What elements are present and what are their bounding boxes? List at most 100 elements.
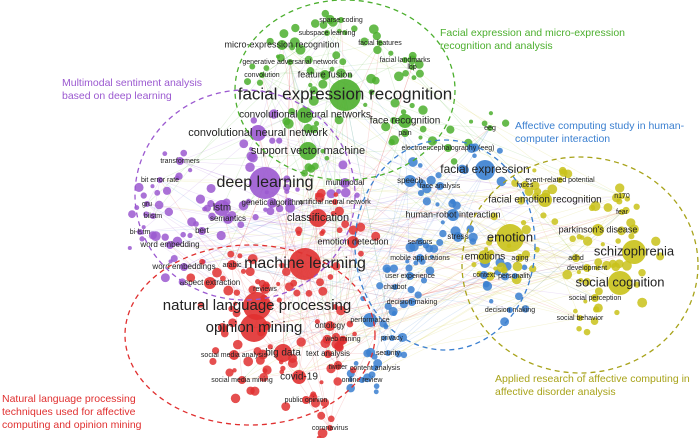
node: [516, 254, 524, 262]
node-dot: [629, 224, 639, 234]
node-dot: [220, 329, 229, 338]
node-dot: [295, 44, 306, 55]
node-dot: [246, 151, 257, 161]
node: [557, 177, 563, 183]
node-dot: [407, 55, 417, 65]
edge: [411, 274, 485, 303]
node-dot: [296, 337, 306, 347]
edge: [241, 366, 339, 381]
node-dot: [327, 415, 335, 423]
edge: [544, 195, 623, 201]
node-dot: [266, 37, 274, 46]
node-dot: [471, 261, 477, 268]
node-label: facial features: [358, 40, 402, 47]
edge: [334, 201, 599, 231]
node: [389, 335, 395, 341]
node: [398, 114, 412, 128]
node-dot: [316, 188, 326, 198]
node-label: web mining: [324, 336, 361, 343]
edge: [298, 217, 319, 378]
node-label: convolutional neural network: [188, 127, 328, 139]
node-label: transformers: [160, 158, 200, 165]
node-dot: [600, 242, 605, 247]
node: [227, 260, 237, 270]
edge: [261, 74, 309, 152]
node: [408, 298, 416, 306]
node-dot: [517, 196, 526, 205]
node-dot: [559, 168, 568, 177]
edge: [257, 132, 635, 253]
node-dot: [611, 262, 621, 272]
node-dot: [319, 230, 325, 236]
node-dot: [172, 236, 183, 247]
node: [377, 40, 383, 46]
node-label: facial expression: [440, 162, 529, 176]
node-dot: [583, 299, 588, 304]
node-dot: [638, 269, 646, 277]
edge: [524, 184, 581, 319]
node-dot: [399, 300, 408, 309]
node-dot: [295, 226, 303, 234]
node-dot: [435, 202, 440, 207]
cluster-outline: [134, 89, 356, 301]
edge: [379, 42, 406, 122]
node: [287, 59, 293, 65]
node-dot: [562, 269, 573, 280]
node-dot: [253, 347, 262, 356]
edge: [271, 202, 486, 258]
node-dot: [317, 411, 326, 420]
node-dot: [313, 121, 320, 127]
node-dot: [161, 233, 169, 241]
node-dot: [208, 212, 216, 221]
node-dot: [233, 301, 238, 306]
node-label: twitter: [329, 364, 348, 371]
node-dot: [187, 168, 193, 173]
node-label: social media analysis: [201, 352, 268, 359]
node-dot: [489, 236, 494, 241]
node-label: support vector machine: [251, 145, 365, 157]
node-label: gru: [142, 201, 152, 208]
node-dot: [389, 264, 398, 273]
edge: [419, 185, 441, 243]
edge: [253, 275, 516, 329]
node-dot: [425, 266, 435, 276]
node-label: emotion: [487, 229, 533, 244]
node-dot: [180, 149, 188, 157]
edge: [281, 44, 339, 368]
node-dot: [440, 220, 445, 225]
node-dot: [252, 214, 259, 221]
node-dot: [590, 317, 599, 325]
node-label: emotions: [465, 252, 506, 263]
node-dot: [614, 309, 620, 316]
node-dot: [332, 51, 341, 60]
node: [243, 292, 271, 320]
node-dot: [579, 235, 585, 240]
node-dot: [308, 82, 313, 88]
node: [249, 167, 281, 199]
node-dot: [452, 201, 461, 210]
node: [347, 236, 359, 248]
node-dot: [304, 163, 313, 172]
node-dot: [175, 172, 183, 180]
node-dot: [162, 151, 168, 157]
edge: [253, 211, 623, 329]
node-label: eeg: [484, 125, 496, 132]
node-dot: [429, 244, 439, 253]
edge: [169, 244, 621, 284]
node-dot: [283, 175, 291, 183]
edge: [253, 241, 354, 329]
node-dot: [329, 66, 335, 72]
node-label: convolution: [244, 72, 280, 79]
node-label: bert: [195, 226, 210, 235]
node-label: bilstm: [144, 213, 162, 220]
node-dot: [521, 305, 530, 313]
node-dot: [569, 235, 576, 243]
node-dot: [594, 287, 603, 296]
node: [577, 315, 583, 321]
node-dot: [186, 273, 196, 283]
node-dot: [388, 50, 394, 56]
node: [475, 160, 495, 180]
node-label: content analysis: [350, 365, 401, 372]
edge: [327, 352, 389, 355]
